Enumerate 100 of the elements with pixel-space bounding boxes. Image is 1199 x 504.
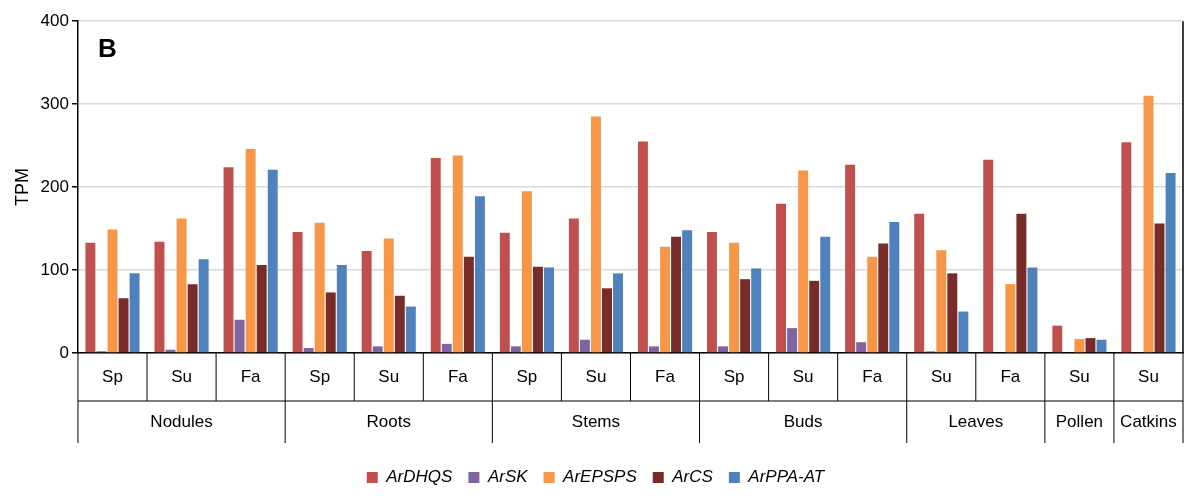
x-tick-label: Su <box>930 366 952 386</box>
bar <box>383 238 394 353</box>
x-tick-label: Fa <box>655 366 676 386</box>
text: Leaves <box>948 411 1004 431</box>
bar <box>613 273 624 353</box>
y-tick-label: 400 <box>40 10 69 30</box>
bar <box>107 229 118 353</box>
bar <box>568 218 579 353</box>
bar <box>809 280 820 353</box>
bar <box>751 268 762 353</box>
y-tick-label: 200 <box>40 176 69 196</box>
x-tick-label: Fa <box>447 366 469 386</box>
bar <box>878 243 889 353</box>
bar <box>441 343 452 353</box>
bar <box>154 241 165 353</box>
text: Catkins <box>1120 411 1177 431</box>
x-tick-label: Su <box>792 366 814 386</box>
bar <box>463 256 474 353</box>
bar <box>914 213 925 353</box>
text: B <box>97 33 117 64</box>
bar <box>845 164 856 353</box>
bar <box>867 256 878 353</box>
bar <box>660 246 670 353</box>
bar <box>336 265 347 353</box>
bar <box>787 328 798 353</box>
bar <box>325 292 336 353</box>
bar <box>1016 213 1027 353</box>
text: Stems <box>571 411 621 431</box>
bar <box>1052 325 1063 353</box>
x-tick-label: Su <box>1138 366 1159 386</box>
bar <box>176 218 187 353</box>
bar <box>532 266 543 353</box>
bar <box>820 236 831 353</box>
y-tick-label: 0 <box>59 342 69 362</box>
x-tick-label: Su <box>585 366 607 386</box>
y-tick-label: 300 <box>40 93 69 113</box>
bar <box>1165 173 1176 353</box>
x-tick-label: Su <box>1069 366 1090 386</box>
bar <box>292 231 303 353</box>
text: Roots <box>366 411 411 431</box>
bar <box>405 306 416 353</box>
bar <box>223 167 234 353</box>
bar <box>85 242 96 353</box>
y-tick-label: 100 <box>40 259 69 279</box>
bar <box>947 273 958 353</box>
text: Nodules <box>150 411 213 431</box>
bar <box>958 311 969 353</box>
x-tick-label: Su <box>378 366 400 386</box>
bar <box>394 295 405 353</box>
bar <box>499 232 510 353</box>
x-tick-label: Fa <box>1000 366 1021 386</box>
bar <box>590 116 601 353</box>
legend-label: ArEPSPS <box>562 467 638 487</box>
bar <box>983 159 994 353</box>
bar <box>430 158 441 353</box>
bar <box>267 169 278 353</box>
bar <box>637 141 648 353</box>
bar <box>936 250 947 353</box>
bar <box>776 203 787 353</box>
bar <box>245 148 256 353</box>
x-tick-label: Su <box>171 366 192 386</box>
bar <box>474 196 485 353</box>
x-tick-label: Fa <box>862 366 883 386</box>
bar <box>1085 338 1096 353</box>
bar <box>234 319 245 353</box>
bar <box>1074 338 1085 353</box>
bar <box>729 242 740 353</box>
legend-label: ArDHQS <box>385 467 454 487</box>
x-tick-label: Sp <box>723 366 745 386</box>
bar <box>1027 267 1038 353</box>
bar <box>510 346 521 353</box>
bar <box>521 191 532 353</box>
bar <box>361 250 372 353</box>
text: Pollen <box>1055 411 1104 431</box>
bar <box>256 265 267 353</box>
bar <box>129 273 140 353</box>
bar <box>1121 142 1132 353</box>
bar <box>579 339 590 353</box>
bar <box>118 298 129 353</box>
x-tick-label: Sp <box>516 366 538 386</box>
bar <box>187 284 198 353</box>
bar <box>1143 95 1154 353</box>
legend-label: ArCS <box>671 467 714 487</box>
bar <box>707 231 717 353</box>
x-tick-label: Sp <box>309 366 331 386</box>
bar <box>682 230 693 353</box>
bar <box>1005 284 1016 353</box>
bar <box>889 221 900 353</box>
bar <box>1154 223 1165 353</box>
legend-label: ArSK <box>486 467 529 487</box>
bar <box>198 259 209 353</box>
bar <box>602 288 612 353</box>
bar <box>856 342 867 353</box>
bar <box>303 348 314 353</box>
bar <box>671 236 682 353</box>
bar <box>740 279 751 353</box>
bar <box>314 222 325 353</box>
bar <box>798 170 809 353</box>
x-tick-label: Fa <box>240 366 262 386</box>
bar <box>372 346 383 353</box>
